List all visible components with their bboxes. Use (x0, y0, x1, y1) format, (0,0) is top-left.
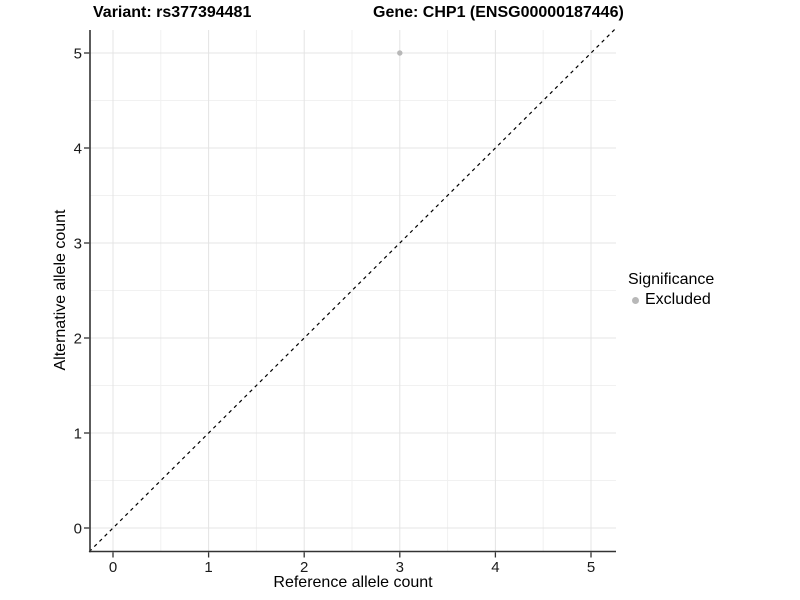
x-tick-label: 0 (109, 559, 117, 576)
y-tick-label: 5 (74, 46, 82, 63)
x-tick-label: 4 (491, 559, 499, 576)
legend-title: Significance (628, 271, 715, 288)
y-axis-title: Alternative allele count (52, 209, 69, 371)
y-tick-label: 4 (74, 141, 82, 158)
x-tick-label: 3 (396, 559, 404, 576)
plot-title-variant: Variant: rs377394481 (93, 4, 252, 21)
y-tick-label: 2 (74, 331, 82, 348)
plot-title-gene: Gene: CHP1 (ENSG00000187446) (373, 4, 624, 21)
y-tick-label: 0 (74, 521, 82, 538)
x-axis-title: Reference allele count (273, 574, 433, 591)
x-tick-label: 1 (204, 559, 212, 576)
x-tick-label: 5 (587, 559, 595, 576)
legend-point-icon (632, 296, 639, 304)
x-tick-label: 2 (300, 559, 308, 576)
legend-item-label: Excluded (645, 291, 711, 308)
legend-item-excluded: Excluded (628, 291, 714, 309)
y-tick-label: 3 (74, 236, 82, 253)
data-point (397, 50, 403, 56)
y-tick-label: 1 (74, 426, 82, 443)
legend: Significance Excluded (628, 271, 714, 309)
